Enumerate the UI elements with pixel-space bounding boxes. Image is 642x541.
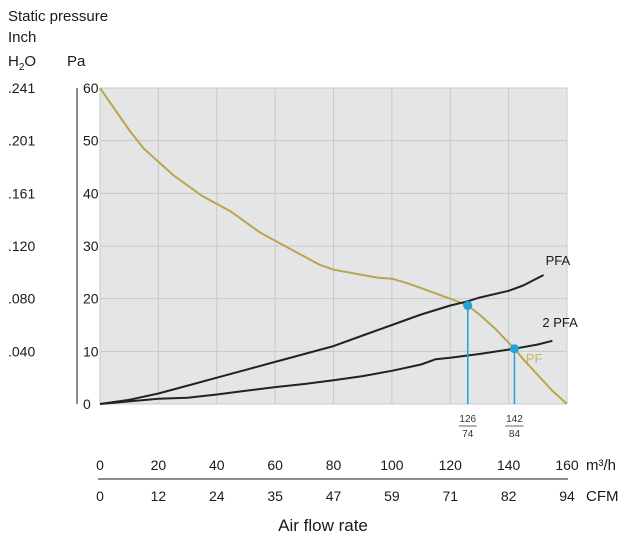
x-tick-m3h: 120 bbox=[439, 457, 463, 473]
series-label-2-pfa: 2 PFA bbox=[542, 315, 578, 330]
y-tick-pa: 30 bbox=[83, 238, 99, 254]
x-tick-m3h: 140 bbox=[497, 457, 521, 473]
x-tick-cfm: 71 bbox=[442, 488, 458, 504]
x-tick-cfm: 0 bbox=[96, 488, 104, 504]
y-tick-inch: .080 bbox=[8, 291, 35, 307]
h2o-o: O bbox=[24, 53, 36, 70]
operating-point-label-bottom: 84 bbox=[509, 429, 521, 440]
x-tick-m3h: 160 bbox=[555, 457, 579, 473]
y-tick-inch: .161 bbox=[8, 185, 35, 201]
x-tick-m3h: 40 bbox=[209, 457, 225, 473]
y-tick-pa: 20 bbox=[83, 291, 99, 307]
x-tick-m3h: 0 bbox=[96, 457, 104, 473]
operating-point-label-bottom: 74 bbox=[462, 429, 474, 440]
y-tick-inch: .241 bbox=[8, 80, 35, 96]
x-unit-secondary: CFM bbox=[586, 488, 619, 505]
x-tick-cfm: 12 bbox=[151, 488, 167, 504]
y-tick-pa: 0 bbox=[83, 396, 91, 412]
x-unit-primary: m³/h bbox=[586, 457, 616, 474]
x-axis-title: Air flow rate bbox=[278, 516, 368, 535]
y-tick-pa: 40 bbox=[83, 185, 99, 201]
x-tick-m3h: 100 bbox=[380, 457, 404, 473]
series-line-pf bbox=[99, 87, 568, 405]
operating-points-layer: 126 74 142 84 bbox=[458, 301, 524, 440]
operating-point-label-top: 126 bbox=[459, 414, 476, 425]
operating-point-label-top: 142 bbox=[506, 414, 523, 425]
y-tick-labels: 0 10 20 30 40 50 60 .040 .080 .120 .161 .201 .241 bbox=[8, 80, 99, 412]
h2o-h: H bbox=[8, 53, 19, 70]
y-tick-pa: 60 bbox=[83, 80, 99, 96]
series-label-pf: PF bbox=[526, 351, 543, 366]
operating-point-marker bbox=[509, 344, 519, 354]
x-tick-m3h: 60 bbox=[267, 457, 283, 473]
y-axis-unit-pa: Pa bbox=[67, 53, 86, 70]
x-tick-cfm: 82 bbox=[501, 488, 517, 504]
x-tick-cfm: 47 bbox=[326, 488, 342, 504]
x-tick-cfm: 59 bbox=[384, 488, 400, 504]
series-line-pfa bbox=[99, 274, 545, 405]
series-label-pfa: PFA bbox=[546, 253, 571, 268]
h2o-sub: 2 bbox=[19, 62, 25, 73]
series-line-2-pfa bbox=[99, 339, 553, 405]
x-tick-m3h: 20 bbox=[151, 457, 167, 473]
y-tick-inch: .120 bbox=[8, 238, 35, 254]
y-axis-unit-h2o: H2O bbox=[8, 53, 36, 73]
series-layer: PF PFA 2 PFA bbox=[99, 87, 578, 405]
y-axis-unit-inch: Inch bbox=[8, 29, 36, 46]
y-tick-inch: .040 bbox=[8, 343, 35, 359]
y-axis-title: Static pressure bbox=[8, 8, 108, 25]
y-tick-pa: 50 bbox=[83, 133, 99, 149]
x-tick-labels: 0 20 40 60 80 100 120 140 160 0 12 24 35 47 59 71 82 94 bbox=[96, 457, 579, 504]
y-tick-pa: 10 bbox=[83, 343, 99, 359]
gridlines bbox=[99, 87, 568, 405]
x-tick-cfm: 35 bbox=[267, 488, 283, 504]
x-tick-cfm: 24 bbox=[209, 488, 225, 504]
x-tick-cfm: 94 bbox=[559, 488, 575, 504]
y-tick-inch: .201 bbox=[8, 133, 35, 149]
operating-point-marker bbox=[463, 301, 473, 311]
x-tick-m3h: 80 bbox=[326, 457, 342, 473]
